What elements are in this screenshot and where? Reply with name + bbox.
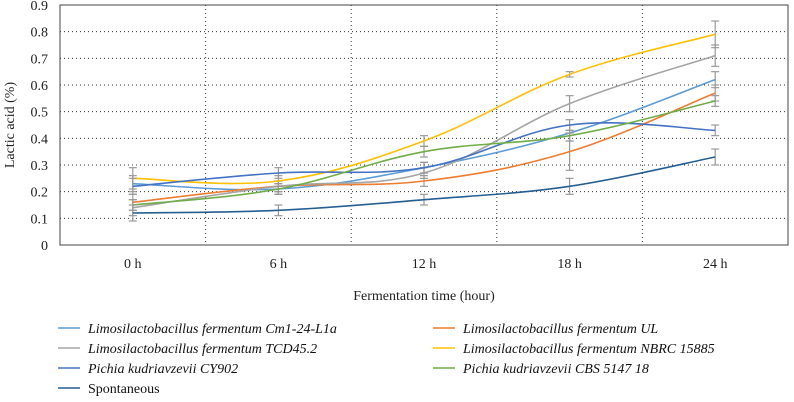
legend-item-5: Pichia kudriavzevii CY902 [58,362,238,377]
grid-layer [60,5,788,245]
y-tick-label: 0.5 [31,106,49,121]
x-tick-label: 12 h [412,257,437,272]
x-tick-label: 0 h [124,257,142,272]
legend-item-4: Limosilactobacillus fermentum NBRC 15885 [433,342,715,357]
x-axis-title: Fermentation time (hour) [353,289,495,304]
y-tick-label: 0.7 [31,52,49,67]
legend-label: Pichia kudriavzevii CY902 [87,362,238,377]
x-tick-label: 24 h [703,257,728,272]
series-line [132,156,716,214]
legend-item-6: Pichia kudriavzevii CBS 5147 18 [433,362,649,377]
legend-item-2: Limosilactobacillus fermentum UL [433,322,658,337]
series-7 [128,148,720,222]
series-layer [128,20,720,222]
y-tick-label: 0.4 [31,132,49,147]
y-axis-title: Lactic acid (%) [3,82,18,169]
series-line [132,92,716,204]
y-tick-labels: 0 0.1 0.2 0.3 0.4 0.5 0.6 0.7 0.8 0.9 [31,0,49,254]
y-tick-label: 0.9 [31,0,49,14]
legend-label: Limosilactobacillus fermentum TCD45.2 [87,342,317,357]
legend-item-7: Spontaneous [58,382,160,397]
x-tick-label: 18 h [557,257,582,272]
y-tick-label: 0 [41,239,48,254]
x-tick-label: 6 h [270,257,288,272]
legend-label: Spontaneous [88,382,160,397]
series-6 [128,95,720,211]
y-tick-label: 0.1 [31,212,49,227]
series-5 [128,119,720,195]
series-line [132,100,716,206]
legend-label: Limosilactobacillus fermentum UL [462,322,658,337]
x-tick-labels: 0 h 6 h 12 h 18 h 24 h [124,257,727,272]
y-tick-label: 0.2 [31,186,49,201]
legend-item-1: Limosilactobacillus fermentum Cm1-24-L1a [58,322,337,337]
series-3 [128,44,720,217]
y-tick-label: 0.8 [31,26,49,41]
series-line [132,122,716,188]
legend-label: Pichia kudriavzevii CBS 5147 18 [462,362,649,377]
legend-label: Limosilactobacillus fermentum NBRC 15885 [462,342,715,357]
series-line [132,33,716,185]
legend-item-3: Limosilactobacillus fermentum TCD45.2 [58,342,317,357]
y-tick-label: 0.3 [31,159,49,174]
plot-frame [59,4,789,246]
legend-label: Limosilactobacillus fermentum Cm1-24-L1a [87,322,337,337]
legend: Limosilactobacillus fermentum Cm1-24-L1a… [58,322,715,397]
y-tick-label: 0.6 [31,79,49,94]
